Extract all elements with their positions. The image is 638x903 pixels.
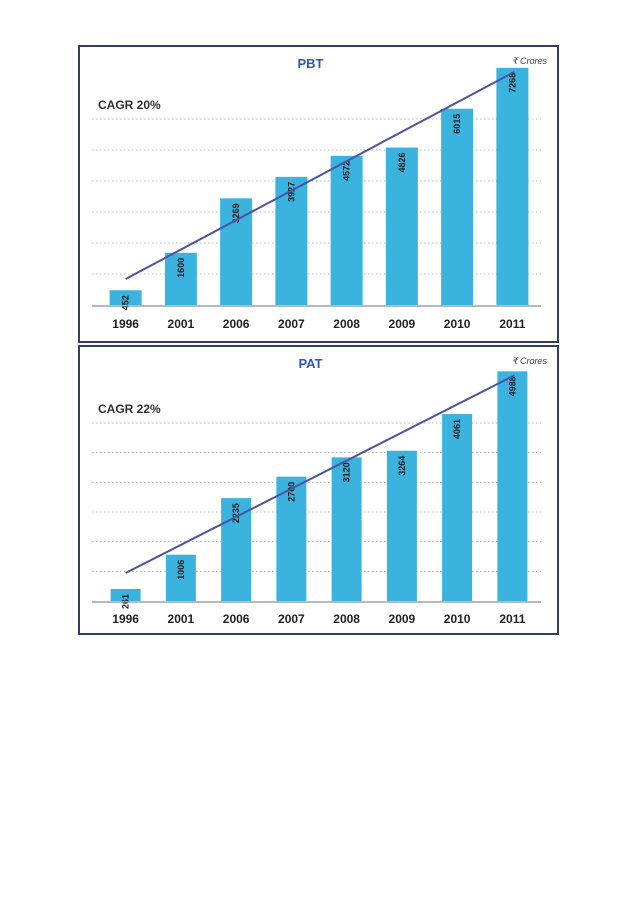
data-label: 452 [121,295,131,310]
data-label: 3264 [397,456,407,476]
data-label: 4061 [452,419,462,439]
data-label: 4826 [397,153,407,173]
grid-lines [92,422,541,572]
bar [442,414,473,601]
bar [386,450,417,601]
x-tick-label: 2010 [444,612,471,626]
bar [110,588,141,601]
bar [441,108,474,305]
data-label: 6015 [452,114,462,134]
bar [109,290,142,305]
bar [220,198,253,305]
x-tick-labels: 1996 2001 2006 2007 2008 2009 2010 2011 [112,317,525,331]
pbt-chart-panel: 452 1600 3269 3927 4572 4826 6015 7268 1996 2001… [78,45,559,343]
trend-line [125,374,515,574]
bar [275,176,308,305]
bars [109,67,529,306]
x-tick-label: 2007 [278,317,305,331]
x-tick-label: 2006 [223,612,250,626]
x-tick-label: 1996 [112,612,139,626]
x-tick-label: 2008 [333,612,360,626]
data-label: 7268 [507,73,517,93]
data-label: 4572 [342,161,352,181]
data-label: 1600 [176,258,186,278]
x-tick-label: 2001 [168,612,195,626]
bar [330,155,363,305]
bar [221,498,252,601]
bar [165,554,196,601]
chart-title: PAT [298,356,322,371]
x-tick-label: 2006 [223,317,250,331]
bars [110,371,528,601]
x-tick-label: 2009 [389,612,416,626]
data-label: 2235 [231,503,241,523]
x-tick-label: 2011 [499,612,525,626]
data-label: 1006 [176,560,186,580]
x-tick-label: 2010 [444,317,471,331]
data-label: 3269 [231,203,241,223]
pbt-chart: 452 1600 3269 3927 4572 4826 6015 7268 1996 2001… [92,56,548,331]
bar [496,67,529,306]
data-label: 3120 [342,462,352,482]
bar [164,252,197,305]
bar [276,476,307,601]
x-tick-labels: 1996 2001 2006 2007 2008 2009 2010 2011 [112,612,525,626]
grid-lines [92,118,541,275]
bar [331,457,362,601]
bar [385,147,418,305]
x-tick-label: 2007 [278,612,305,626]
data-label: 3927 [286,182,296,202]
x-tick-label: 2009 [389,317,416,331]
x-tick-label: 1996 [112,317,139,331]
trend-line [125,70,515,280]
x-tick-label: 2011 [499,317,525,331]
x-tick-label: 2001 [168,317,195,331]
unit-label: ₹ Crores [512,356,548,366]
data-label: 2700 [286,482,296,502]
x-tick-label: 2008 [333,317,360,331]
bar [497,371,528,601]
unit-label: ₹ Crores [512,56,548,66]
cagr-annotation: CAGR 22% [98,402,161,416]
pat-chart-panel: 261 1006 2235 2700 3120 3264 4061 4988 1996 2001… [78,345,559,635]
chart-title: PBT [298,56,324,71]
data-label: 4988 [507,376,517,396]
value-labels: 452 1600 3269 3927 4572 4826 6015 7268 [121,73,518,310]
cagr-annotation: CAGR 20% [98,98,161,112]
